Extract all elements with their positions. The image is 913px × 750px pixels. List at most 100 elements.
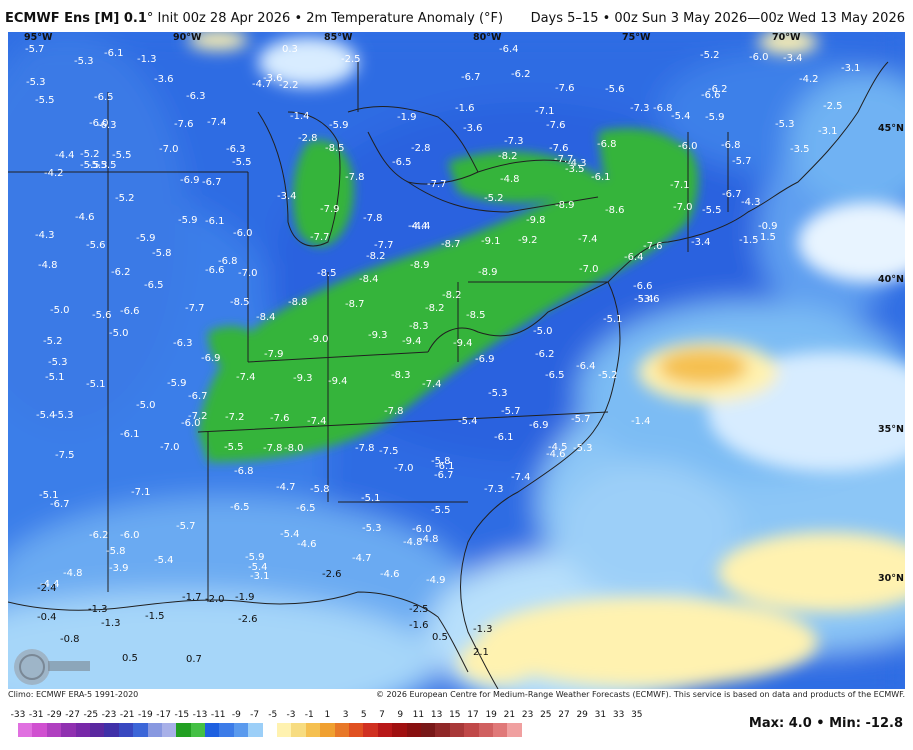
- grid-value-label: -6.2: [111, 267, 131, 278]
- grid-value-label: -5.5: [232, 157, 252, 168]
- colorbar-tick: 15: [449, 710, 461, 720]
- colorbar-swatch: [420, 723, 436, 737]
- grid-value-label: -7.6: [546, 120, 566, 131]
- grid-value-label: -5.4: [36, 410, 56, 421]
- grid-value-label: -2.2: [279, 80, 299, 91]
- grid-value-label: -6.0: [120, 530, 140, 541]
- grid-value-label: -7.5: [55, 450, 75, 461]
- grid-value-label: -7.0: [579, 264, 599, 275]
- colorbar-swatch: [46, 723, 62, 737]
- grid-value-label: -5.9: [167, 378, 187, 389]
- grid-value-label: -6.4: [576, 361, 596, 372]
- colorbar-swatch: [18, 723, 33, 737]
- grid-value-label: -6.0: [181, 418, 201, 429]
- colorbar-swatch: [32, 723, 47, 737]
- grid-value-label: -6.3: [173, 338, 193, 349]
- grid-value-label: -6.8: [597, 139, 617, 150]
- grid-value-label: -7.1: [670, 180, 690, 191]
- grid-value-label: -9.2: [518, 235, 538, 246]
- model-title: ECMWF Ens [M] 0.1° Init 00z 28 Apr 2026 …: [5, 11, 503, 26]
- grid-value-label: -3.4: [691, 237, 711, 248]
- grid-value-label: -6.7: [188, 391, 208, 402]
- grid-value-label: -4.4: [408, 221, 428, 232]
- colorbar-tick: 9: [397, 710, 404, 720]
- grid-value-label: -5.2: [80, 149, 100, 160]
- grid-value-label: -7.1: [535, 106, 555, 117]
- grid-value-label: 0.3: [282, 44, 298, 55]
- grid-value-label: -7.6: [174, 119, 194, 130]
- colorbar-tick: -25: [83, 710, 99, 720]
- grid-value-label: -9.4: [328, 376, 348, 387]
- colorbar-swatch: [348, 723, 364, 737]
- grid-value-label: -7.4: [307, 416, 327, 427]
- grid-value-label: -6.8: [721, 140, 741, 151]
- grid-value-label: -6.1: [104, 48, 124, 59]
- grid-value-label: -5.1: [86, 379, 106, 390]
- grid-value-label: -5.3: [362, 523, 382, 534]
- colorbar-swatch: [233, 723, 249, 737]
- lat-label-45n: 45°N: [878, 123, 904, 134]
- map-header: ECMWF Ens [M] 0.1° Init 00z 28 Apr 2026 …: [0, 0, 913, 30]
- colorbar-tick: -19: [138, 710, 153, 720]
- grid-value-label: -7.3: [484, 484, 504, 495]
- grid-value-label: -5.6: [86, 240, 106, 251]
- grid-value-label: -7.9: [320, 204, 340, 215]
- grid-value-label: -9.3: [368, 330, 388, 341]
- grid-value-label: -4.2: [799, 74, 819, 85]
- grid-value-label: 0.5: [432, 632, 448, 643]
- grid-value-label: -7.7: [554, 154, 574, 165]
- grid-value-label: -5.7: [732, 156, 752, 167]
- colorbar-tick: -1: [304, 710, 314, 720]
- grid-value-label: -8.5: [325, 143, 345, 154]
- colorbar-swatch: [89, 723, 105, 737]
- colorbar-tick-labels: -33 -31 -29 -27 -25 -23 -21 -19 -17 -15 -13 -11 -9 -7…: [11, 710, 652, 722]
- grid-value-label: -5.3: [488, 388, 508, 399]
- grid-value-label: -5.1: [361, 493, 381, 504]
- grid-value-label: -6.6: [633, 281, 653, 292]
- map-footer: Climo: ECMWF ERA-5 1991-2020 © 2026 Euro…: [0, 689, 913, 750]
- grid-value-label: -3.1: [841, 63, 861, 74]
- colorbar-tick: 11: [412, 710, 425, 720]
- grid-value-label: -7.4: [578, 234, 598, 245]
- grid-value-label: -6.3: [186, 91, 206, 102]
- grid-value-label: -5.3: [54, 410, 74, 421]
- colorbar-tick: 35: [631, 710, 643, 720]
- grid-value-label: -4.7: [276, 482, 296, 493]
- grid-value-label: -4.6: [75, 212, 95, 223]
- colorbar-tick: -17: [156, 710, 171, 720]
- colorbar-swatch: [133, 723, 148, 737]
- colorbar-swatch: [406, 723, 421, 737]
- lon-label-90w: 90°W: [173, 32, 202, 43]
- grid-value-label: -8.5: [317, 268, 337, 279]
- colorbar-tick: -3: [286, 710, 296, 720]
- lat-label-40n: 40°N: [878, 274, 904, 285]
- colorbar-tick: -23: [101, 710, 117, 720]
- grid-value-label: -5.6: [92, 310, 112, 321]
- grid-value-label: -7.4: [422, 379, 442, 390]
- colorbar-tick: -7: [250, 710, 260, 720]
- colorbar-swatch: [190, 723, 206, 737]
- grid-value-label: -9.8: [526, 215, 546, 226]
- grid-value-label: -6.9: [475, 354, 495, 365]
- grid-value-label: -5.1: [39, 490, 59, 501]
- colorbar-swatch: [334, 723, 349, 737]
- grid-value-label: -7.8: [384, 406, 404, 417]
- colorbar-swatch: [435, 723, 450, 737]
- grid-value-label: -9.4: [453, 338, 473, 349]
- grid-value-label: -1.3: [473, 624, 493, 635]
- grid-value-label: -4.6: [546, 449, 566, 460]
- grid-value-label: -7.9: [264, 349, 284, 360]
- grid-value-label: -7.8: [363, 213, 383, 224]
- cold-core-band: [198, 128, 699, 462]
- grid-value-label: 1.5: [760, 232, 776, 243]
- grid-value-label: -1.6: [455, 103, 475, 114]
- grid-value-label: -4.3: [567, 158, 587, 169]
- colorbar-swatch: [161, 723, 177, 737]
- grid-value-label: -6.1: [435, 461, 455, 472]
- grid-value-label: -6.2: [511, 69, 531, 80]
- colorbar-swatch: [291, 723, 306, 737]
- grid-value-label: -3.5: [790, 144, 810, 155]
- grid-value-label: -4.5: [548, 442, 568, 453]
- colorbar-tick: 33: [612, 710, 625, 720]
- anomaly-map: 95°W 90°W 85°W 80°W 75°W 70°W 45°N 40°N …: [8, 32, 905, 689]
